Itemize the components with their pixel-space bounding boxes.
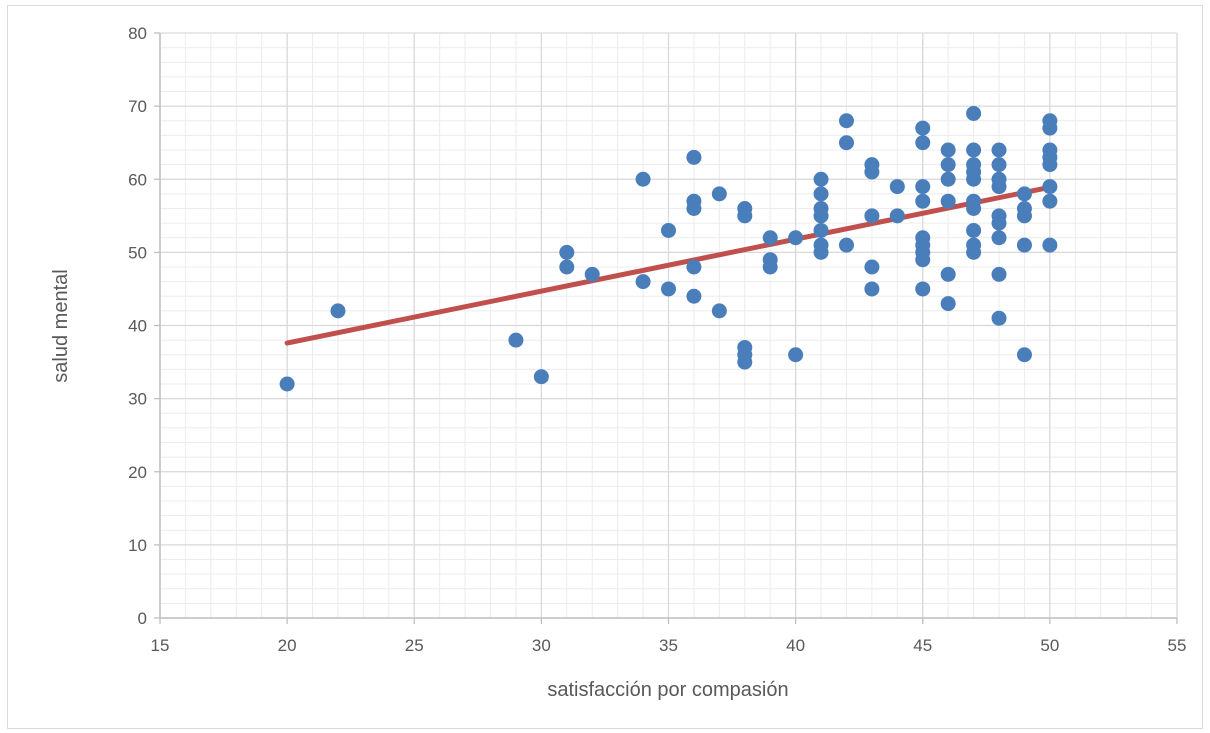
trendline-layer: [284, 184, 1053, 346]
data-point: [813, 208, 829, 224]
data-point: [991, 215, 1007, 231]
data-point: [966, 201, 982, 216]
data-point: [686, 201, 702, 216]
data-point: [966, 244, 982, 260]
data-point: [864, 259, 880, 275]
data-point: [1042, 179, 1058, 195]
data-point: [762, 259, 778, 275]
data-point: [940, 296, 956, 312]
data-point: [864, 164, 880, 180]
data-point: [813, 222, 829, 238]
y-tick-label: 0: [138, 609, 147, 628]
y-tick-label: 10: [128, 536, 147, 555]
y-tick-label: 20: [128, 463, 147, 482]
data-point: [711, 303, 727, 319]
data-point: [559, 244, 575, 260]
data-point: [635, 171, 651, 187]
data-point: [584, 266, 600, 282]
data-point: [915, 193, 931, 209]
data-point: [915, 252, 931, 268]
data-point: [1016, 186, 1032, 202]
data-point: [915, 135, 931, 151]
data-point: [330, 303, 346, 319]
y-axis-title: salud mental: [50, 269, 72, 382]
x-tick-label: 55: [1168, 636, 1187, 655]
data-point: [889, 208, 905, 224]
x-tick-label: 30: [532, 636, 551, 655]
data-point: [991, 157, 1007, 173]
data-point: [813, 171, 829, 187]
data-point: [991, 266, 1007, 282]
data-point: [279, 376, 295, 392]
data-point: [889, 179, 905, 195]
data-point: [940, 142, 956, 158]
data-point: [991, 179, 1007, 195]
data-point: [915, 179, 931, 195]
data-point: [711, 186, 727, 202]
data-point: [838, 135, 854, 151]
axis-layer: [154, 32, 1178, 624]
data-point: [864, 208, 880, 224]
data-point: [915, 281, 931, 297]
data-point: [533, 369, 549, 385]
data-point: [991, 230, 1007, 246]
data-point: [966, 222, 982, 238]
data-point: [966, 105, 982, 121]
y-tick-label: 30: [128, 390, 147, 409]
data-point: [635, 274, 651, 290]
data-point: [1016, 347, 1032, 363]
data-point: [966, 171, 982, 187]
data-point: [686, 149, 702, 165]
data-point: [788, 230, 804, 246]
chart-frame: [7, 5, 1203, 729]
data-point: [788, 347, 804, 363]
x-tick-label: 15: [151, 636, 170, 655]
data-point: [1016, 208, 1032, 224]
data-point: [1042, 193, 1058, 209]
point-layer: [279, 105, 1058, 392]
data-point: [991, 142, 1007, 158]
data-point: [966, 142, 982, 158]
data-point: [1016, 237, 1032, 253]
data-point: [940, 157, 956, 173]
data-point: [686, 259, 702, 275]
data-point: [737, 354, 753, 370]
data-point: [940, 193, 956, 209]
y-tick-label: 50: [128, 243, 147, 262]
x-tick-label: 25: [405, 636, 424, 655]
x-tick-label: 40: [786, 636, 805, 655]
data-point: [661, 222, 676, 238]
data-point: [838, 113, 854, 129]
data-point: [915, 120, 931, 136]
y-tick-label: 60: [128, 170, 147, 189]
data-point: [864, 281, 880, 297]
x-axis-title: satisfacción por compasión: [547, 679, 788, 701]
x-tick-label: 35: [659, 636, 678, 655]
data-point: [508, 332, 524, 348]
x-tick-label: 20: [278, 636, 297, 655]
trendline: [284, 184, 1053, 346]
data-point: [762, 230, 778, 246]
data-point: [991, 310, 1007, 326]
data-point: [813, 244, 829, 260]
y-tick-label: 70: [128, 97, 147, 116]
data-point: [940, 266, 956, 282]
data-point: [686, 288, 702, 304]
data-point: [838, 237, 854, 253]
grid-layer: [159, 32, 1178, 619]
data-point: [1042, 237, 1058, 253]
data-point: [813, 186, 829, 202]
data-point: [1042, 120, 1058, 136]
y-tick-label: 40: [128, 317, 147, 336]
data-point: [661, 281, 676, 297]
data-point: [940, 171, 956, 187]
x-tick-label: 45: [913, 636, 932, 655]
data-point: [1042, 157, 1058, 173]
y-tick-label: 80: [128, 24, 147, 43]
data-point: [737, 208, 753, 224]
x-tick-label: 50: [1040, 636, 1059, 655]
tick-label-layer: 15 20 25 30 35 40 45 50 55 0 10 20 30 40 50 60 70 80: [128, 24, 1186, 655]
data-point: [559, 259, 575, 275]
